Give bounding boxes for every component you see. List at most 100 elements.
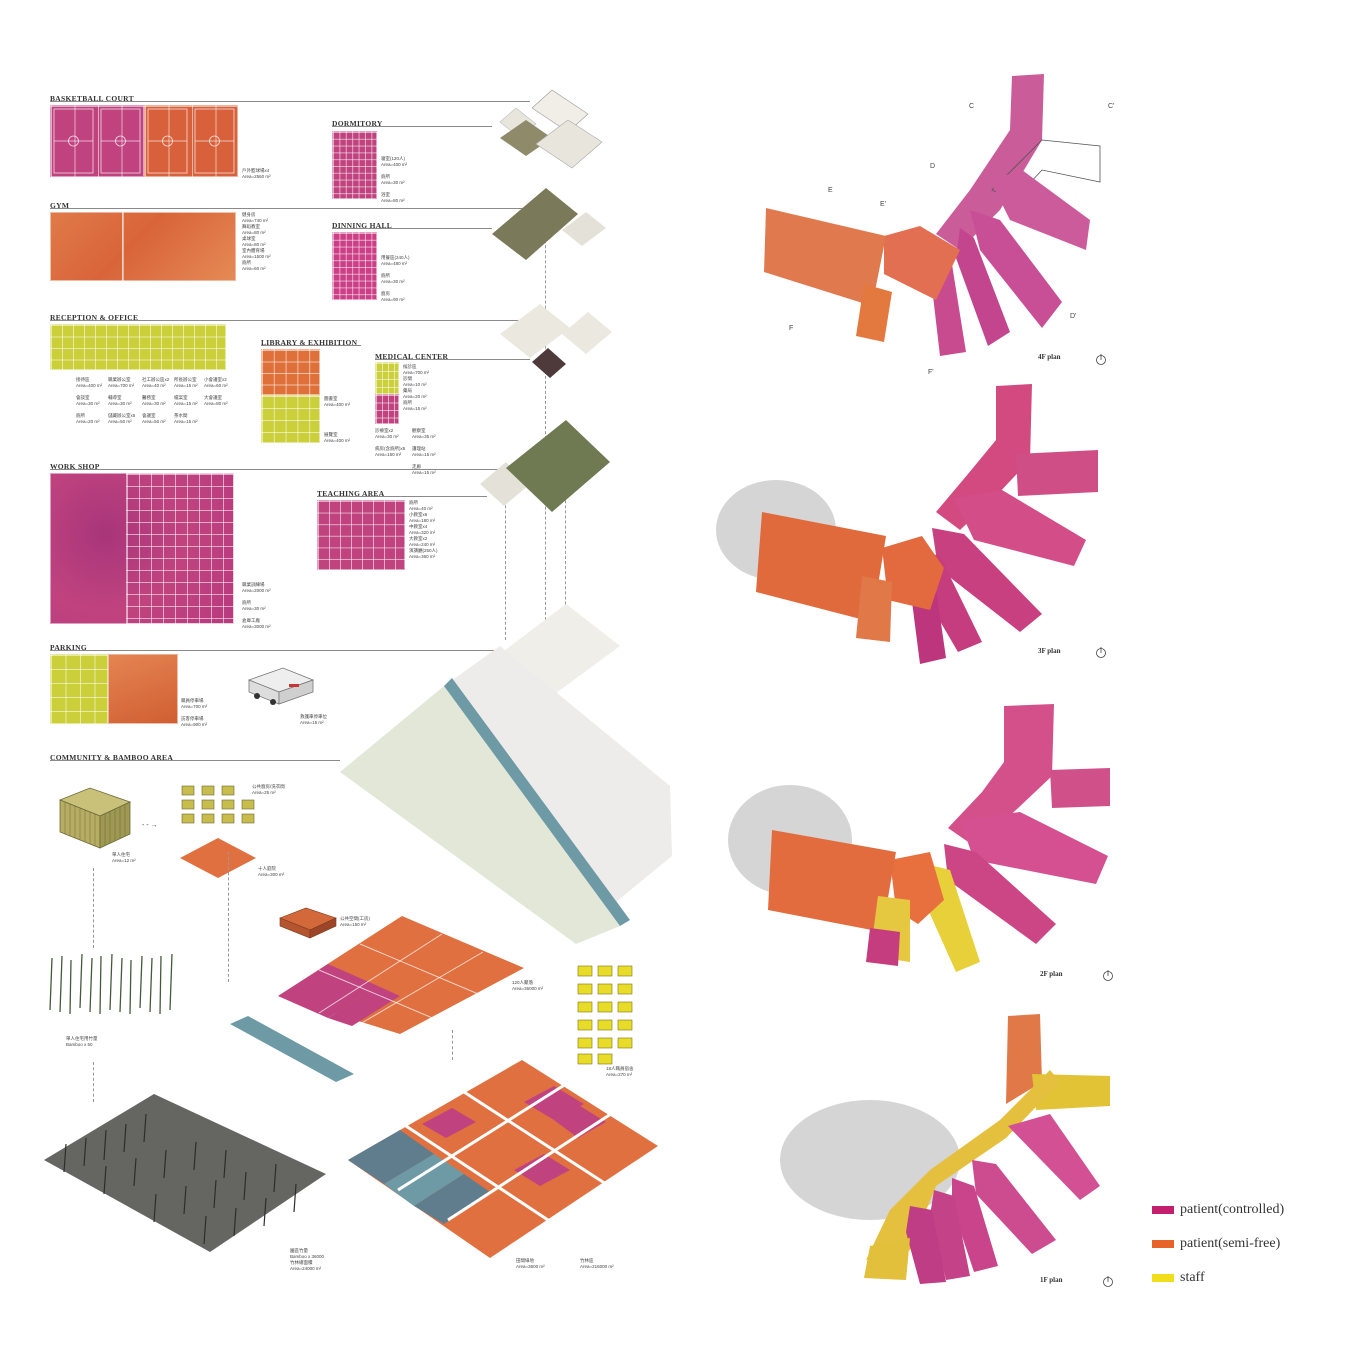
reception-note-5: 小會議室x2 Area=60 m² 大會議室 Area=80 m² <box>204 377 228 406</box>
forest-note: 園區竹量 Bamboo x 36000 竹林總面積 Area=24000 m² <box>290 1248 325 1271</box>
connector-2 <box>93 1062 94 1102</box>
parking-leader <box>50 650 510 651</box>
gym-divider <box>122 212 124 281</box>
exhibition-block <box>261 395 320 443</box>
dining-note: 用餐區(240人) Area=480 m² 廁所 Area=30 m² 廚房 A… <box>381 255 410 302</box>
workshop-title: WORK SHOP <box>50 462 100 471</box>
legend-label: patient(semi-free) <box>1180 1236 1281 1251</box>
reception-block <box>50 324 226 370</box>
dining-leader <box>332 228 492 229</box>
legend-label: patient(controlled) <box>1180 1202 1285 1217</box>
legend-swatch <box>1152 1274 1174 1282</box>
community-title: COMMUNITY & BAMBOO AREA <box>50 753 174 762</box>
ambulance-note: 救護車停車位 Area=15 m² <box>300 714 327 725</box>
dormitory-title: DORMITORY <box>332 119 383 128</box>
teaching-leader <box>317 496 487 497</box>
legend-item-staff: staff <box>1152 1268 1205 1288</box>
visitor-parking-block <box>108 654 178 724</box>
staff-parking-block <box>50 654 108 724</box>
exhibition-note: 展覽室 Area=400 m² <box>324 432 351 443</box>
section-mark-f-prime: F' <box>928 369 934 376</box>
basketball-title: BASKETBALL COURT <box>50 94 134 103</box>
legend-item-semi-free: patient(semi-free) <box>1152 1234 1280 1254</box>
north-arrow-icon <box>1096 647 1106 658</box>
water-strip <box>230 1016 354 1082</box>
site-axonometric <box>340 89 672 944</box>
plan-1f <box>780 1014 1110 1284</box>
plan-4f-label: 4F plan <box>1038 353 1061 361</box>
section-mark-c-prime: C' <box>1108 103 1115 110</box>
teaching-note: 廁所 Area=40 m² 小教室x6 Area=180 m² 中教室x4 Ar… <box>409 500 438 559</box>
gym-note: 健身房 Area=740 m² 舞蹈教室 Area=80 m² 桌球室 Area… <box>242 212 271 271</box>
north-arrow-icon <box>1103 970 1113 981</box>
public-hall-icon <box>279 907 337 939</box>
bamboo-note: 單人住宅用竹量 Bamboo x 50 <box>66 1036 98 1047</box>
library-note: 圖書室 Area=400 m² <box>324 396 351 407</box>
house-cluster-icon <box>181 785 255 824</box>
teaching-block <box>317 500 405 570</box>
plan-3f-label: 3F plan <box>1038 647 1061 655</box>
connector-3 <box>228 852 229 982</box>
reception-note-3: 社工辦公區x2 Area=40 m² 醫務室 Area=30 m² 會議室 Ar… <box>142 377 170 424</box>
basketball-note: 戶外籃球場x4 Area=2560 m² <box>242 168 271 179</box>
bamboo-forest <box>44 1094 326 1252</box>
dormitory-note: 寝室(120人) Area=400 m² 廁所 Area=30 m² 浴室 Ar… <box>381 156 408 203</box>
community-leader <box>50 760 340 761</box>
connector-1 <box>93 868 94 948</box>
library-block <box>261 349 320 395</box>
gym-block <box>50 212 236 281</box>
public-hall-note: 公共空間(工房) Area=150 m² <box>340 916 370 927</box>
legend-label: staff <box>1180 1270 1205 1285</box>
plan-2f <box>728 704 1110 972</box>
ambulance-icon <box>247 667 315 705</box>
workshop-grid <box>126 473 234 624</box>
parking-title: PARKING <box>50 643 87 652</box>
connector-7 <box>565 480 566 640</box>
medical-note-1: 候診區 Area=700 m² 診間 Area=10 m² 藥局 Area=20… <box>403 364 430 411</box>
medical-block-pink <box>375 394 399 424</box>
court-lines <box>53 108 235 174</box>
reception-title: RECEPTION & OFFICE <box>50 313 139 322</box>
medical-note-3: 觀察室 Area=35 m² 護理站 Area=15 m² 走廊 Area=15… <box>412 428 436 475</box>
parking-note: 職員停車場 Area=700 m² 訪客停車場 Area=900 m² <box>181 698 208 727</box>
reception-note-4: 所長辦公室 Area=15 m² 檔案室 Area=15 m² 茶水間 Area… <box>174 377 198 424</box>
plan-1f-label: 1F plan <box>1040 1276 1063 1284</box>
plaza-note: 十人庭院 Area=300 m² <box>258 866 285 877</box>
north-arrow-icon <box>1096 354 1106 365</box>
legend-swatch <box>1152 1206 1174 1214</box>
dining-block <box>332 232 377 300</box>
section-mark-f: F <box>789 325 794 332</box>
connector-6 <box>505 480 506 640</box>
plan-2f-label: 2F plan <box>1040 970 1063 978</box>
section-mark-d-prime: D' <box>1070 313 1077 320</box>
staff-dorm-blocks <box>577 965 633 1065</box>
farm-diamond <box>278 916 524 1034</box>
plan-3f <box>716 384 1098 664</box>
gym-leader <box>50 208 530 209</box>
bamboo-stand-icon <box>49 953 173 1015</box>
field-note-1: 田間綠地 Area=3600 m² <box>516 1258 545 1269</box>
dormitory-leader <box>332 126 492 127</box>
reception-note-2: 職業辦公室 Area=700 m² 輔導室 Area=30 m² 儲藏辦公室x5… <box>108 377 136 424</box>
section-mark-c: C <box>969 103 975 110</box>
legend-swatch <box>1152 1240 1174 1248</box>
reception-leader <box>50 320 530 321</box>
gym-title: GYM <box>50 201 70 210</box>
library-leader <box>261 345 361 346</box>
single-house-note: 單人住宅 Area=12 m² <box>112 852 136 863</box>
staff-dorm-note: 18人職員宿舍 Area=270 m² <box>606 1066 634 1077</box>
medical-block-yellow <box>375 362 399 394</box>
house-cluster-note: 公共廚房/洗衣間 Area=25 m² <box>252 784 285 795</box>
section-mark-e: E <box>828 187 833 194</box>
north-arrow-icon <box>1103 1276 1113 1287</box>
reception-note-1: 接待區 Area=400 m² 會談室 Area=30 m² 廁所 Area=2… <box>76 377 103 424</box>
workshop-leader <box>50 469 500 470</box>
medical-leader <box>375 359 530 360</box>
legend-item-controlled: patient(controlled) <box>1152 1200 1284 1220</box>
teaching-title: TEACHING AREA <box>317 489 385 498</box>
single-house-icon <box>58 787 132 849</box>
medical-title: MEDICAL CENTER <box>375 352 449 361</box>
connector-4 <box>452 1030 453 1060</box>
plaza-diamond <box>180 838 256 878</box>
